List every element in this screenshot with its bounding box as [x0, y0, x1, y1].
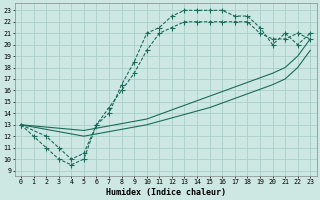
X-axis label: Humidex (Indice chaleur): Humidex (Indice chaleur)	[106, 188, 226, 197]
